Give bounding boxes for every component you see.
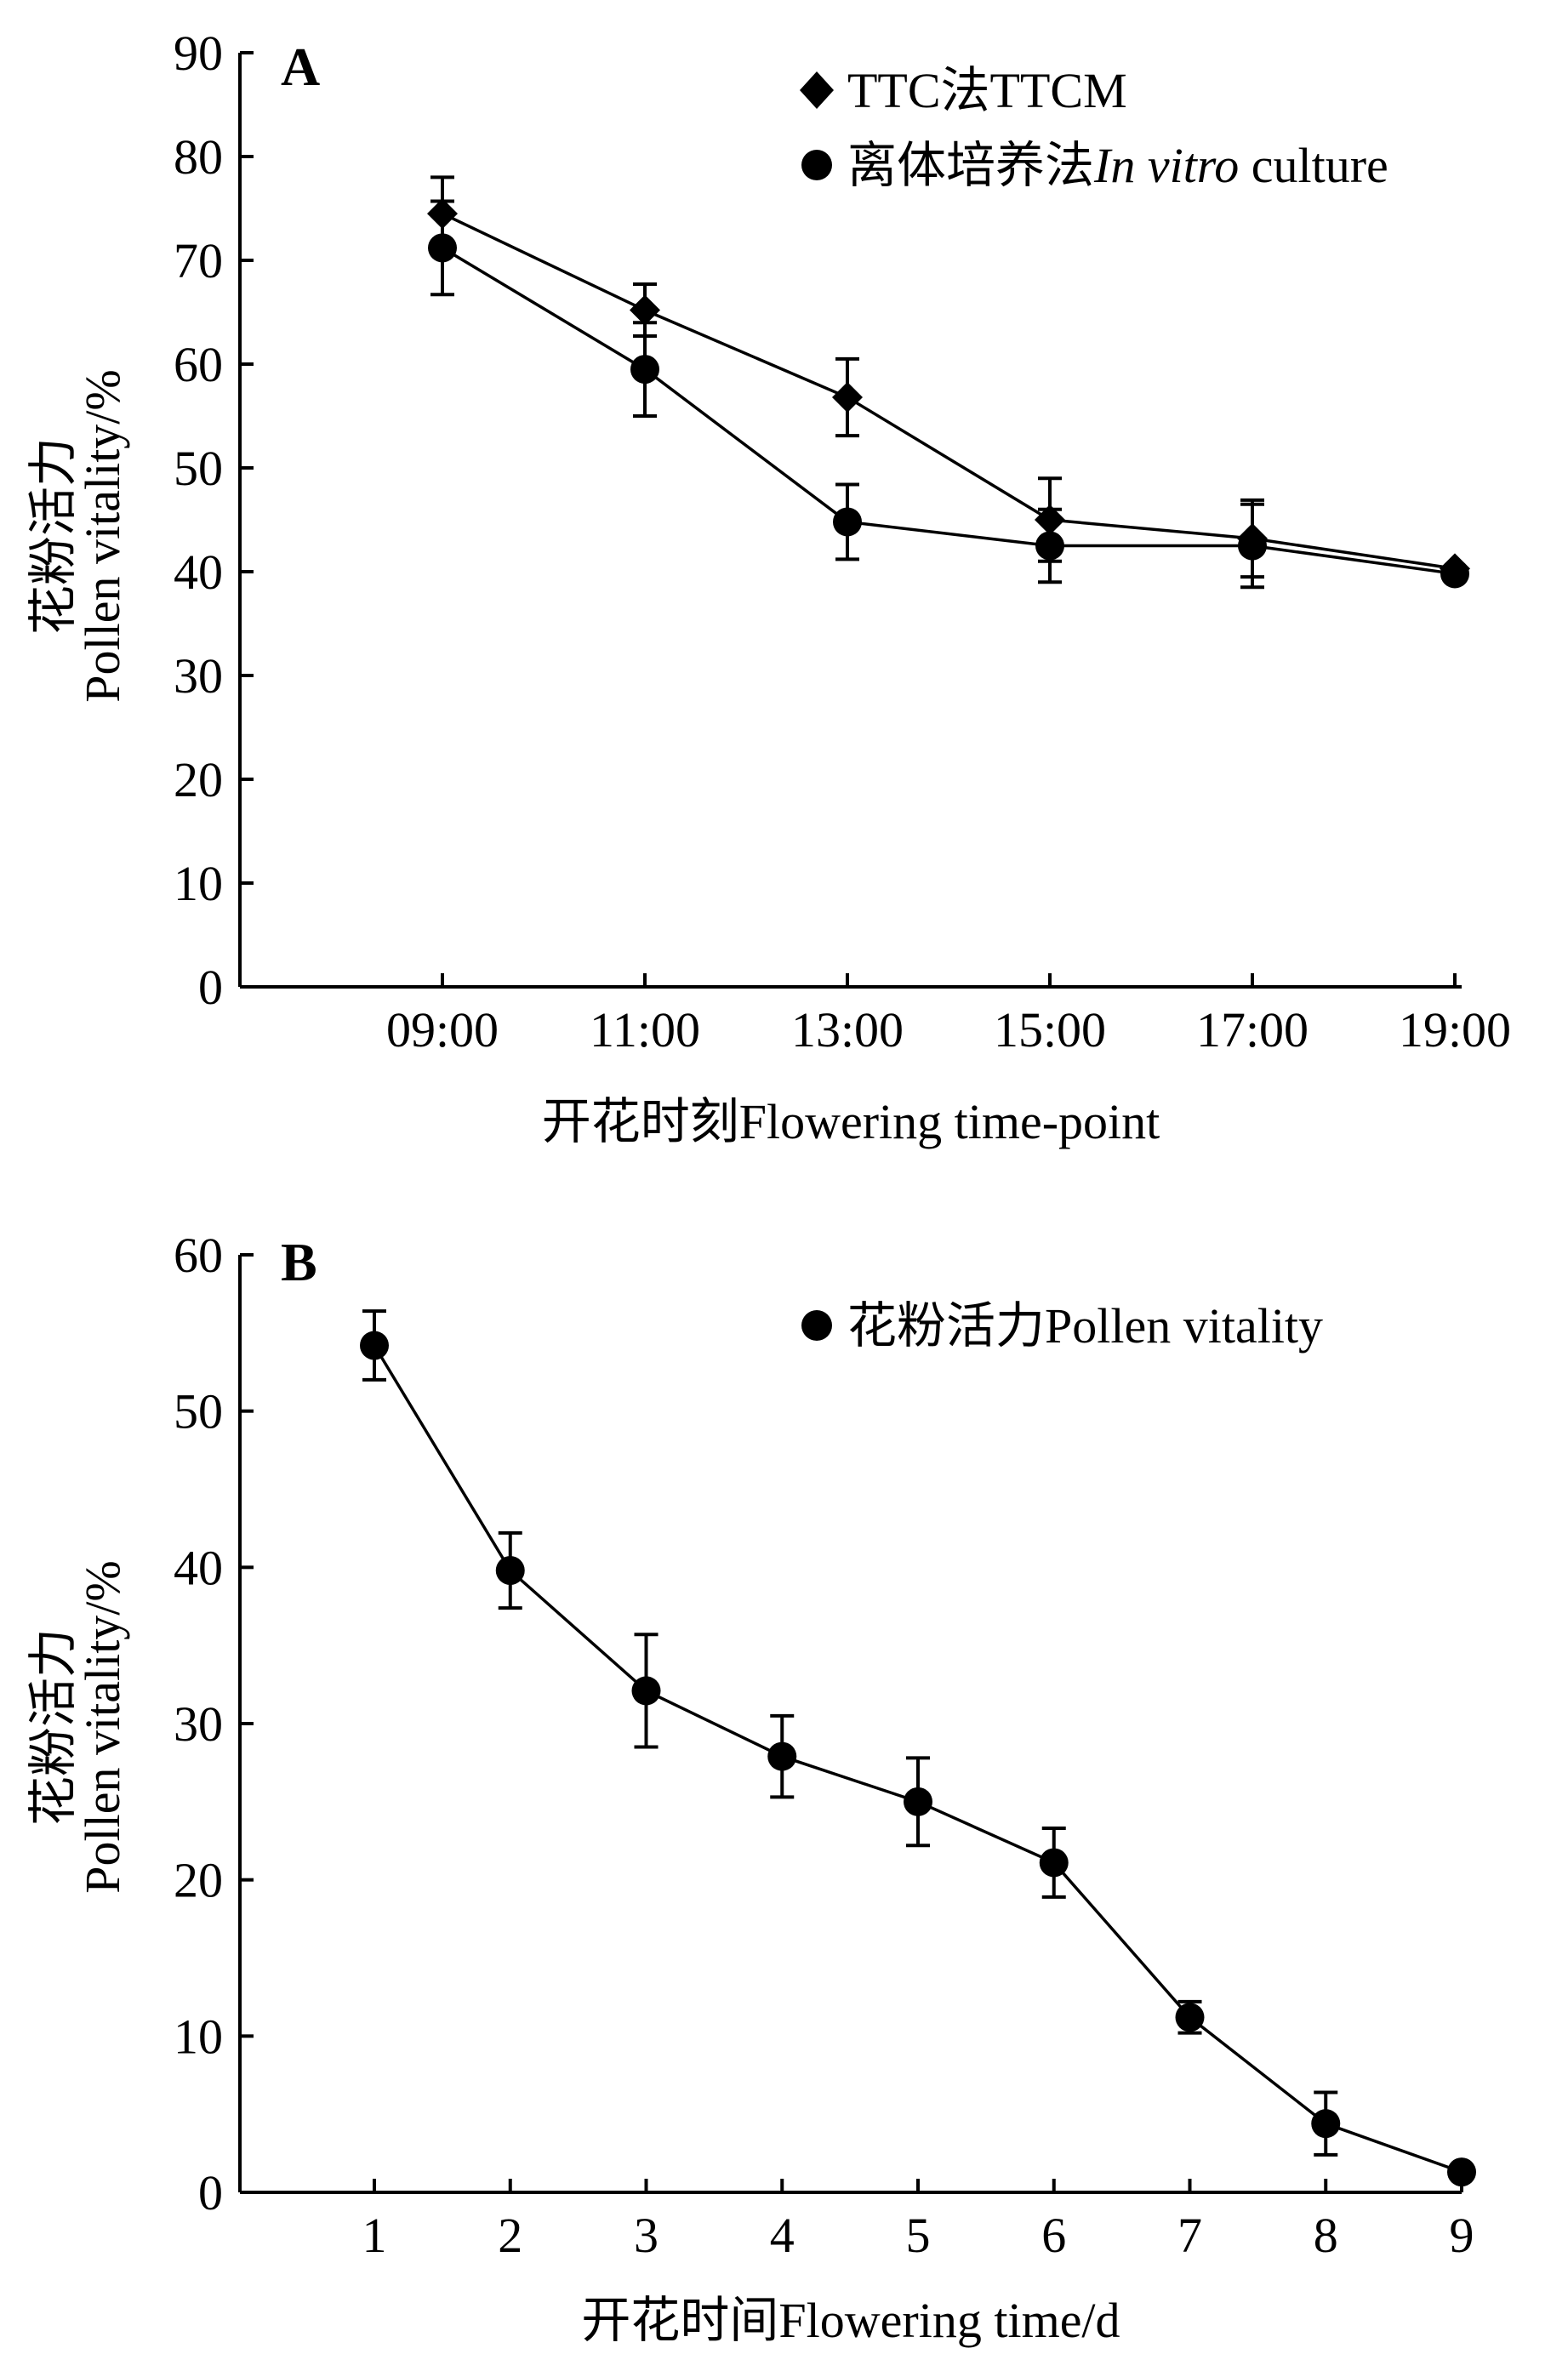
y-tick-label: 80 xyxy=(174,129,223,185)
x-tick-label: 1 xyxy=(362,2208,387,2263)
data-point-circle xyxy=(1440,559,1469,589)
data-point-circle xyxy=(1039,1848,1069,1878)
x-tick-label: 4 xyxy=(770,2208,795,2263)
panel-b-label: B xyxy=(281,1232,317,1292)
panel-a-y-title: 花粉活力 Pollen vitality/% xyxy=(26,369,130,702)
data-point-circle xyxy=(495,1556,525,1586)
panel-b-y-title-line1: 花粉活力 xyxy=(26,1628,81,1826)
x-tick-label: 11:00 xyxy=(590,1002,700,1057)
y-tick-label: 30 xyxy=(174,1696,223,1752)
data-point-circle xyxy=(360,1331,389,1360)
y-tick-label: 50 xyxy=(174,1384,223,1439)
data-point-circle xyxy=(1238,531,1267,561)
x-tick-label: 13:00 xyxy=(791,1002,904,1057)
data-point-circle xyxy=(1035,531,1064,561)
data-point-diamond xyxy=(832,382,863,413)
panel-a-label: A xyxy=(281,37,320,97)
panel-a-y-title-line2: Pollen vitality/% xyxy=(75,369,130,702)
legend-marker-circle xyxy=(801,150,832,180)
series-line xyxy=(442,246,1456,576)
x-tick-label: 5 xyxy=(906,2208,931,2263)
panel-b-legend-vitality: 花粉活力Pollen vitality xyxy=(847,1298,1323,1354)
x-tick-label: 3 xyxy=(634,2208,659,2263)
y-tick-label: 70 xyxy=(174,233,223,288)
y-tick-label: 10 xyxy=(174,856,223,911)
data-point-circle xyxy=(428,233,457,263)
panel-b-y-title: 花粉活力 Pollen vitality/% xyxy=(26,1560,130,1893)
series-line xyxy=(442,212,1456,571)
data-point-circle xyxy=(1311,2109,1341,2139)
y-tick-label: 20 xyxy=(174,752,223,807)
panel-a-x-ticks: 09:00 11:00 13:00 15:00 17:00 19:00 xyxy=(386,973,1511,1057)
data-point-circle xyxy=(833,507,862,537)
x-tick-label: 6 xyxy=(1041,2208,1066,2263)
panel-b-legend: 花粉活力Pollen vitality xyxy=(801,1298,1323,1354)
legend-marker-circle-b xyxy=(801,1310,832,1341)
y-tick-label: 0 xyxy=(198,2165,223,2220)
panel-a-legend-invitro: 离体培养法In vitro culture xyxy=(847,138,1388,193)
data-point-circle xyxy=(1175,2003,1205,2032)
x-tick-label: 8 xyxy=(1314,2208,1338,2263)
panel-b-x-ticks: 1 2 3 4 5 6 7 8 9 xyxy=(362,2179,1474,2263)
panel-b-y-title-line2: Pollen vitality/% xyxy=(75,1560,130,1893)
legend-invitro-italic: In vitro xyxy=(1093,138,1239,193)
y-tick-label: 0 xyxy=(198,960,223,1015)
legend-invitro-prefix: 离体培养法 xyxy=(847,138,1094,193)
data-point-circle xyxy=(1447,2157,1476,2187)
x-tick-label: 19:00 xyxy=(1399,1002,1511,1057)
y-tick-label: 10 xyxy=(174,2009,223,2064)
data-point-diamond xyxy=(630,294,660,326)
y-tick-label: 60 xyxy=(174,337,223,392)
y-tick-label: 30 xyxy=(174,648,223,704)
legend-invitro-suffix: culture xyxy=(1239,138,1388,193)
x-tick-label: 15:00 xyxy=(994,1002,1106,1057)
panel-a-y-ticks: 0 10 20 30 40 50 60 70 80 90 xyxy=(174,26,254,1015)
y-tick-label: 50 xyxy=(174,441,223,496)
panel-b-y-ticks: 0 10 20 30 40 50 60 xyxy=(174,1228,254,2220)
data-point-circle xyxy=(767,1741,797,1771)
y-tick-label: 60 xyxy=(174,1228,223,1283)
panel-a-legend: TTC法TTCM 离体培养法In vitro culture xyxy=(800,63,1388,193)
panel-b-x-title: 开花时间Flowering time/d xyxy=(581,2293,1120,2348)
x-tick-label: 7 xyxy=(1177,2208,1202,2263)
data-point-circle xyxy=(630,355,659,385)
legend-marker-diamond xyxy=(800,71,834,109)
x-tick-label: 9 xyxy=(1450,2208,1474,2263)
panel-b: 0 10 20 30 40 50 60 1 2 3 4 5 6 7 8 9 B 花粉活力 Pollen vi… xyxy=(26,1228,1476,2348)
y-tick-label: 20 xyxy=(174,1853,223,1908)
data-point-circle xyxy=(631,1676,661,1706)
x-tick-label: 17:00 xyxy=(1196,1002,1309,1057)
y-tick-label: 90 xyxy=(174,26,223,81)
x-tick-label: 2 xyxy=(498,2208,522,2263)
y-tick-label: 40 xyxy=(174,544,223,600)
panel-b-marks xyxy=(360,1309,1476,2187)
data-point-circle xyxy=(904,1787,932,1816)
x-tick-label: 09:00 xyxy=(386,1002,499,1057)
panel-a-legend-ttc: TTC法TTCM xyxy=(847,63,1127,118)
y-tick-label: 40 xyxy=(174,1540,223,1595)
panel-a-x-title: 开花时刻Flowering time-point xyxy=(542,1094,1160,1149)
panel-a-y-title-line1: 花粉活力 xyxy=(26,437,81,635)
panel-a-marks xyxy=(427,175,1470,590)
panel-a: 0 10 20 30 40 50 60 70 80 90 09:00 11:00 13:00 15:00… xyxy=(26,26,1511,1149)
